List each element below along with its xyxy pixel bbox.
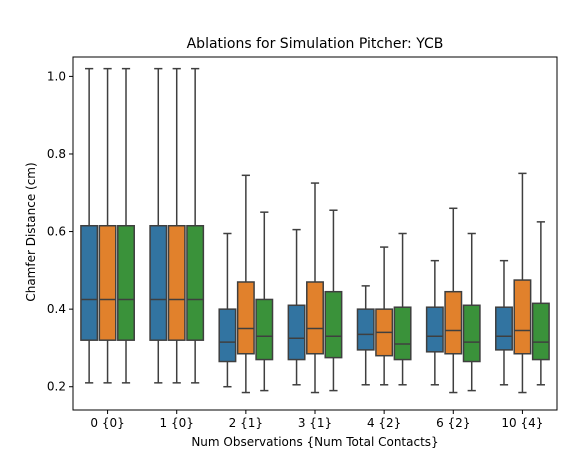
box-body bbox=[324, 290, 343, 359]
plot-area: 0.2 0.4 0.6 0.8 1.0 0 {0} 1 {0} 2 {1} 3 {1} 4 {2}… bbox=[47, 56, 558, 430]
box-body bbox=[287, 304, 306, 361]
x-tick-label: 3 {1} bbox=[298, 416, 332, 430]
box-body bbox=[218, 308, 237, 363]
x-tick-label: 1 {0} bbox=[160, 416, 194, 430]
chart-title: Ablations for Simulation Pitcher: YCB bbox=[187, 36, 444, 52]
box-body bbox=[356, 308, 375, 351]
box-body bbox=[186, 224, 205, 341]
x-axis-title: Num Observations {Num Total Contacts} bbox=[191, 435, 438, 449]
y-tick-label: 0.8 bbox=[47, 147, 66, 161]
y-axis-title: Chamfer Distance (cm) bbox=[24, 162, 38, 301]
box-body bbox=[236, 281, 255, 355]
x-tick-label: 0 {0} bbox=[90, 416, 124, 430]
y-tick-label: 0.2 bbox=[47, 380, 66, 394]
box-body bbox=[393, 306, 412, 361]
box-body bbox=[98, 224, 117, 341]
box-body bbox=[117, 224, 135, 341]
y-tick-label: 0.6 bbox=[47, 225, 66, 239]
box-body bbox=[306, 281, 324, 355]
x-tick-label: 6 {2} bbox=[436, 416, 470, 430]
box-body bbox=[495, 306, 513, 351]
box-body bbox=[80, 224, 99, 341]
y-tick-label: 1.0 bbox=[47, 69, 66, 83]
box-body bbox=[462, 304, 481, 363]
box-body bbox=[444, 290, 463, 355]
box-body bbox=[425, 306, 444, 353]
box-body bbox=[255, 298, 274, 361]
x-tick-label: 2 {1} bbox=[229, 416, 263, 430]
box-body bbox=[513, 279, 532, 355]
box-body bbox=[149, 224, 168, 341]
box-body bbox=[531, 302, 550, 361]
box-body bbox=[167, 224, 186, 341]
y-tick-label: 0.4 bbox=[47, 302, 66, 316]
x-tick-label: 10 {4} bbox=[501, 416, 543, 430]
x-tick-label: 4 {2} bbox=[367, 416, 401, 430]
